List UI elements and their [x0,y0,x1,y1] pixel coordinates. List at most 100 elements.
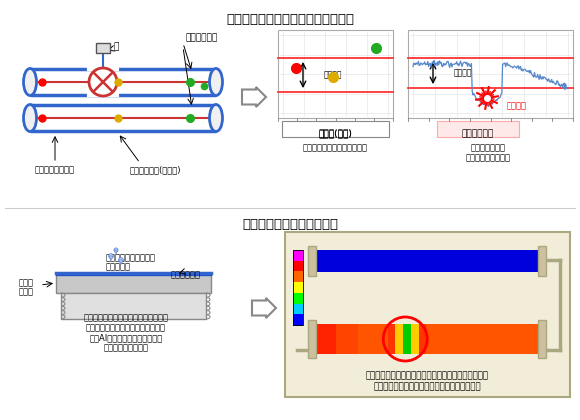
Bar [428,324,429,354]
Bar [463,324,464,354]
Bar [519,324,520,354]
Bar [293,304,303,315]
Text: 見逃しによる目詰まりリスク: 見逃しによる目詰まりリスク [303,143,368,152]
Bar [324,324,326,354]
Bar [318,324,320,354]
Bar [467,324,469,354]
Bar [285,232,570,397]
Bar [408,30,573,118]
Bar [425,324,426,354]
Bar [487,324,489,354]
Bar [347,324,349,354]
Bar [440,324,442,354]
Bar [361,324,363,354]
Text: 時間経過と温度変化のグラフ化により検知可能: 時間経過と温度変化のグラフ化により検知可能 [374,382,481,391]
Bar [502,324,503,354]
Polygon shape [119,260,123,265]
Text: 見逃しを排除し: 見逃しを排除し [470,143,506,152]
Bar [327,324,328,354]
Bar [378,324,380,354]
Text: 専用AIによる分析で温度変化を: 専用AIによる分析で温度変化を [89,333,162,342]
Bar [320,324,321,354]
Bar [387,324,389,354]
Bar [413,324,415,354]
Text: 温度センサー(熱電対): 温度センサー(熱電対) [129,165,181,174]
Bar [454,324,455,354]
Bar [313,324,314,354]
Bar [409,324,410,354]
Bar [461,324,462,354]
Bar [529,324,531,354]
Bar [343,324,345,354]
Bar [488,324,490,354]
Ellipse shape [209,68,223,95]
Bar [474,324,476,354]
Bar [404,324,406,354]
Bar [353,324,354,354]
Bar [345,324,346,354]
Text: 保温材の腐食位置から: 保温材の腐食位置から [106,253,156,262]
Bar [403,324,405,354]
Bar [455,324,456,354]
Bar [524,324,526,354]
Circle shape [114,248,118,252]
Text: トレースヒーター: トレースヒーター [35,165,75,174]
Circle shape [118,257,124,262]
Bar [353,324,355,354]
Bar [354,324,356,354]
Bar [412,324,414,354]
Bar [473,324,474,354]
Bar [525,324,527,354]
FancyBboxPatch shape [96,43,110,53]
Bar [466,324,467,354]
Bar [491,324,492,354]
Bar [376,324,378,354]
Bar [408,324,409,354]
Bar [293,314,303,326]
Bar [468,324,470,354]
Bar [520,324,521,354]
Bar [522,324,524,354]
Bar [438,324,440,354]
Bar [329,324,331,354]
Bar [313,250,538,272]
Bar [530,324,532,354]
Bar [331,324,332,354]
Text: 目詰まり: 目詰まり [507,102,527,110]
Bar [422,324,424,354]
Bar [523,324,525,354]
Bar [414,324,416,354]
Bar [334,324,335,354]
Bar [503,324,505,354]
Bar [516,324,517,354]
Bar [448,324,450,354]
Bar [501,324,502,354]
Bar [393,324,394,354]
Bar [349,324,351,354]
Bar [56,273,211,293]
Bar [470,324,472,354]
Bar [484,324,485,354]
Text: 確実に目詰まり検知: 確実に目詰まり検知 [466,153,510,162]
Bar [339,324,340,354]
Text: 光ファイバー: 光ファイバー [462,129,494,138]
Text: 配管の: 配管の [19,278,34,287]
Bar [383,324,385,354]
Bar [357,324,358,354]
Bar [521,324,523,354]
Bar [452,324,454,354]
Bar [430,324,432,354]
Text: 保温材: 保温材 [19,287,34,296]
Bar [494,324,496,354]
Bar [465,324,466,354]
Bar [492,324,494,354]
Bar [385,324,387,354]
Bar [480,324,481,354]
Bar [416,324,418,354]
Bar [475,324,477,354]
Bar [335,324,336,354]
Bar [528,324,530,354]
Text: 雨水の侵入による温度の低下を検知: 雨水の侵入による温度の低下を検知 [86,323,166,332]
Bar [382,324,383,354]
Bar [433,324,435,354]
